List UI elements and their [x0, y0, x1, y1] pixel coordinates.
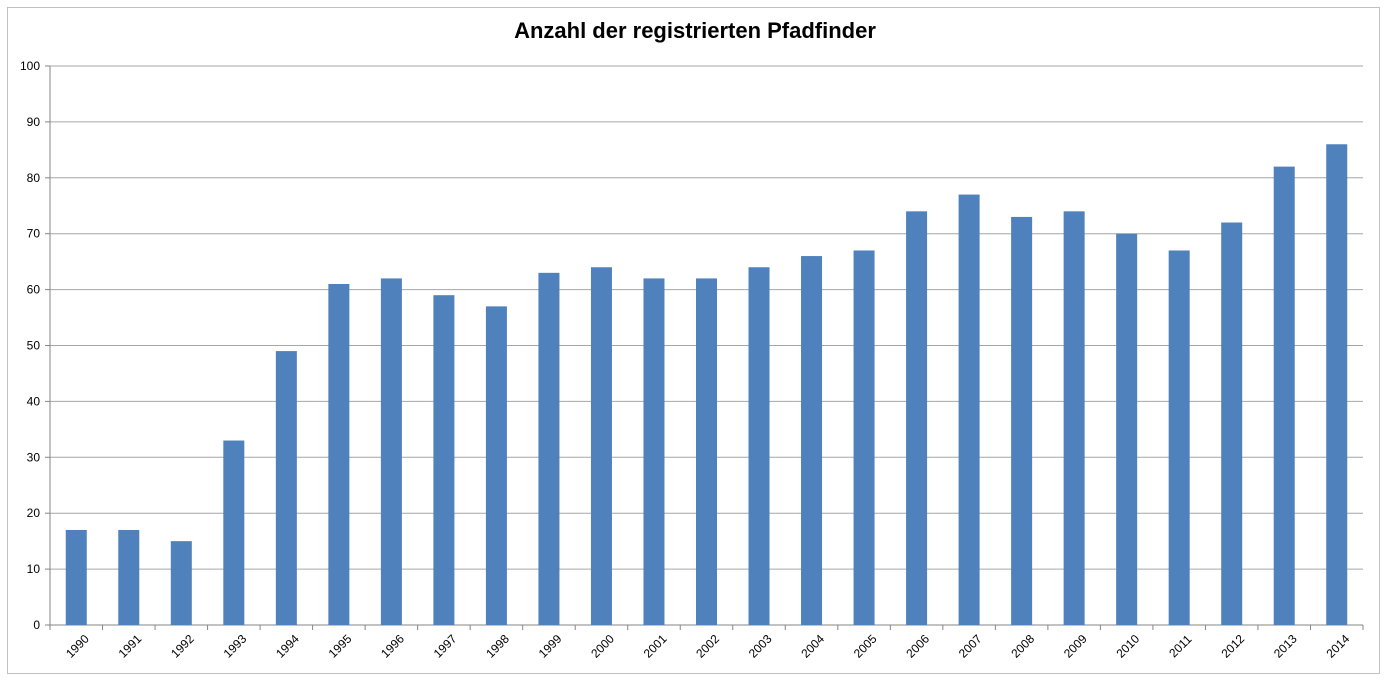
y-tick-label: 30: [27, 450, 41, 464]
bar: [590, 267, 612, 625]
y-tick-label: 90: [27, 115, 41, 129]
x-tick-label: 1996: [378, 632, 407, 661]
x-tick-label: 2004: [798, 632, 827, 661]
x-tick-label: 2013: [1271, 632, 1300, 661]
y-tick-label: 40: [27, 394, 41, 408]
y-tick-label: 100: [20, 59, 40, 73]
x-tick-label: 1997: [431, 632, 460, 661]
x-tick-label: 1995: [326, 632, 355, 661]
x-tick-label: 1999: [536, 632, 565, 661]
bar: [1221, 222, 1243, 625]
bar: [538, 272, 560, 625]
x-tick-label: 2010: [1113, 632, 1142, 661]
x-tick-label: 2012: [1218, 632, 1247, 661]
bar: [380, 278, 402, 625]
y-tick-label: 0: [33, 618, 40, 632]
bar: [643, 278, 665, 625]
x-tick-label: 2006: [903, 632, 932, 661]
bar: [1273, 166, 1295, 625]
bar: [1063, 211, 1085, 625]
x-tick-label: 2002: [693, 632, 722, 661]
x-tick-label: 2001: [641, 632, 670, 661]
x-tick-label: 2008: [1008, 632, 1037, 661]
x-tick-label: 1993: [221, 632, 250, 661]
bar: [485, 306, 507, 625]
bar: [328, 284, 350, 625]
bar: [118, 529, 140, 625]
chart-title: Anzahl der registrierten Pfadfinder: [514, 18, 876, 43]
bar: [695, 278, 718, 625]
y-tick-label: 80: [27, 171, 41, 185]
x-tick-label: 1998: [483, 632, 512, 661]
x-tick-label: 2009: [1061, 632, 1090, 661]
y-tick-label: 70: [27, 227, 41, 241]
bar: [275, 351, 297, 625]
x-tick-label: 2003: [746, 632, 775, 661]
x-tick-label: 2000: [588, 632, 617, 661]
bar: [853, 250, 875, 625]
bar: [906, 211, 928, 625]
bar: [223, 440, 245, 625]
x-tick-label: 1991: [116, 632, 145, 661]
x-tick-label: 2007: [956, 632, 985, 661]
x-tick-label: 1990: [63, 632, 92, 661]
x-tick-label: 2005: [851, 632, 880, 661]
x-tick-label: 2011: [1166, 632, 1194, 660]
bar: [170, 541, 192, 625]
bar: [1168, 250, 1190, 625]
bar: [1011, 216, 1033, 625]
y-tick-label: 50: [27, 339, 41, 353]
y-tick-label: 10: [27, 562, 41, 576]
x-tick-label: 1994: [273, 632, 302, 661]
bar: [801, 256, 823, 625]
bar: [433, 295, 455, 625]
bar: [748, 267, 770, 625]
x-tick-label: 2014: [1324, 632, 1353, 661]
x-tick-label: 1992: [168, 632, 197, 661]
bar: [1326, 144, 1348, 625]
bar: [1116, 233, 1138, 625]
y-tick-label: 60: [27, 283, 41, 297]
bar: [65, 529, 87, 625]
y-tick-label: 20: [27, 506, 41, 520]
bar: [958, 194, 980, 625]
